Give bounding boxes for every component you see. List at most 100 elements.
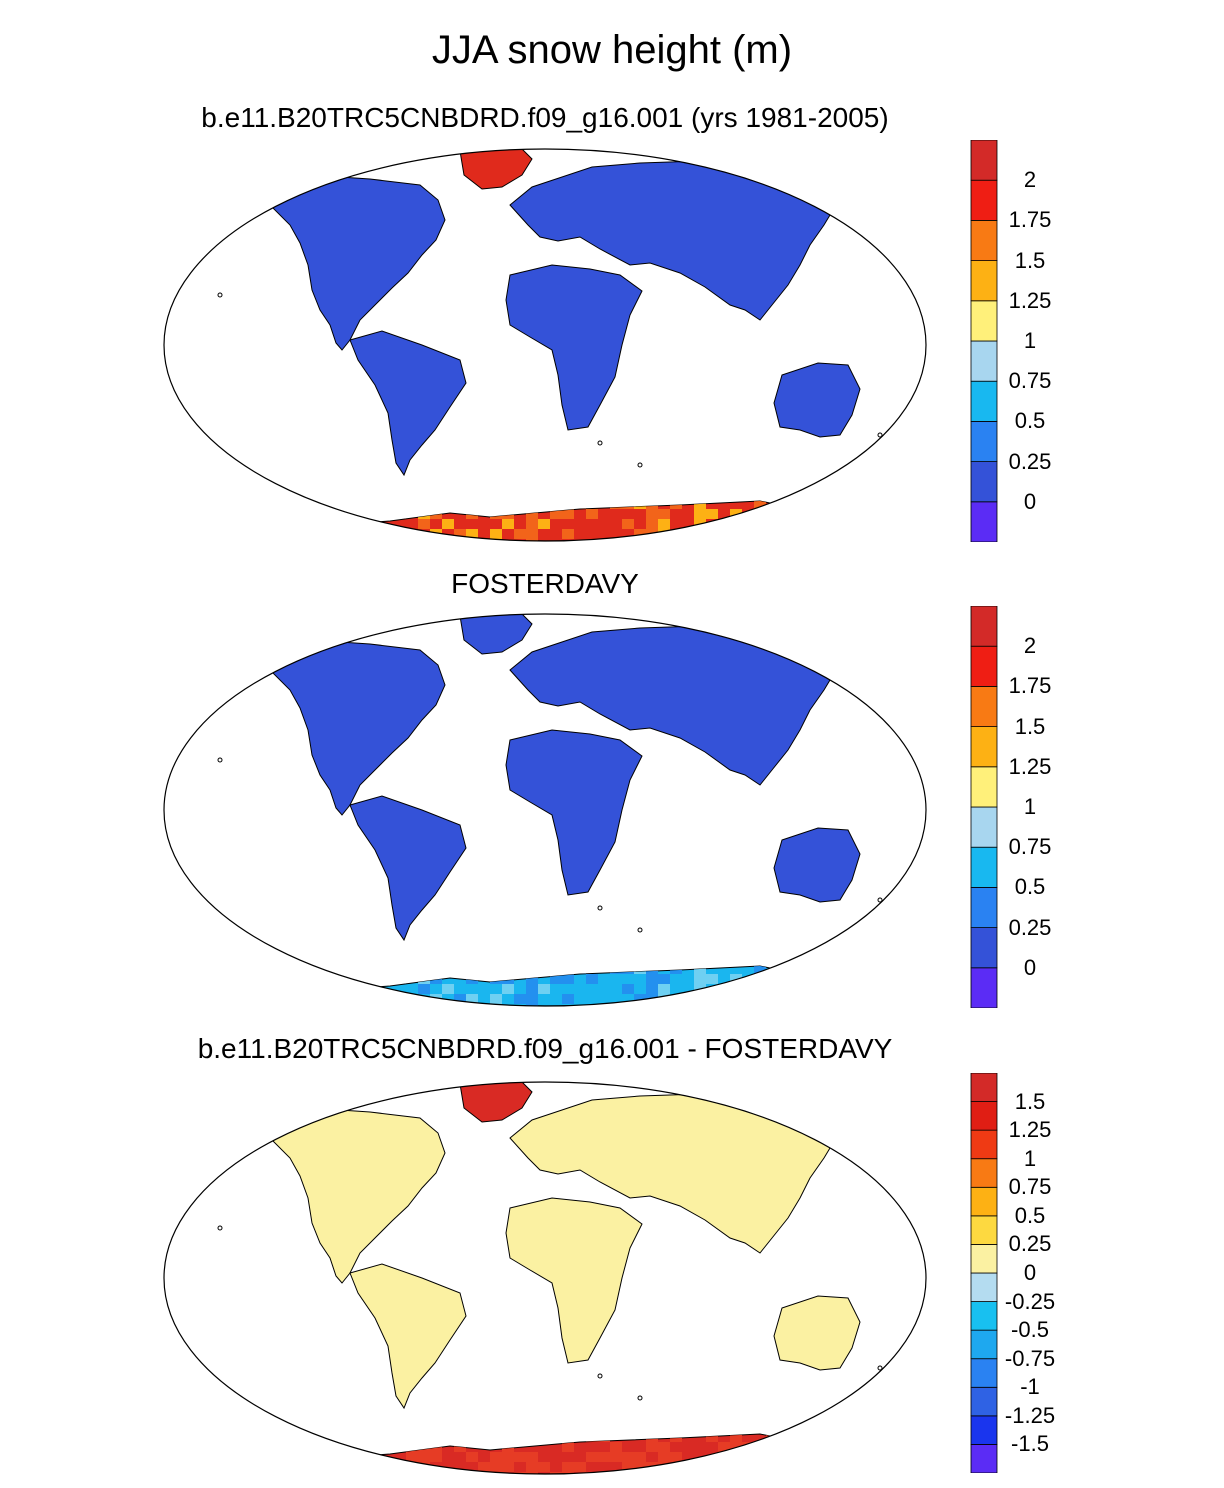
colorbar-swatch [970,1244,998,1274]
colorbar-swatch [970,220,998,262]
map-border [163,148,927,542]
island-3 [807,952,813,958]
colorbar-swatch [970,1444,998,1473]
africa [505,264,643,431]
australia [773,827,861,903]
colorbar-swatch [970,340,998,382]
island-6 [217,757,223,763]
colorbar-tick-label: 1.25 [1008,1117,1052,1143]
colorbar-swatch [970,501,998,542]
colorbar-tick-label: 0.5 [1014,874,1046,900]
north-america [254,174,446,351]
colorbar-tick-label: -0.75 [1004,1345,1056,1371]
colorbar-tick-label: -0.25 [1004,1288,1056,1314]
colorbar-swatch [970,260,998,302]
colorbar-swatches [970,140,998,542]
colorbar-swatches [970,606,998,1008]
colorbar-tick-label: 1 [1023,328,1037,353]
colorbar-swatch [970,1386,998,1417]
colorbar-tick-label: 1.75 [1008,207,1052,233]
colorbar-panel-2: 2 1.75 1.5 1.25 1 0.75 0.5 0.25 0 [970,606,1090,1008]
colorbar-panel-3: 1.5 1.25 1 0.75 0.5 0.25 0 -0.25 -0.5 -0.75 -1 -1.2… [970,1073,1090,1473]
panel-3-title: b.e11.B20TRC5CNBDRD.f09_g16.001 - FOSTER… [197,1033,893,1064]
australia [773,362,861,438]
greenland [459,614,533,655]
panel-2-title: FOSTERDAVY [451,568,639,599]
australia [773,1295,861,1371]
north-america [254,639,446,816]
island-2 [637,1395,643,1401]
island-6 [217,1225,223,1231]
island-1 [597,1373,603,1379]
island-3 [807,1420,813,1426]
eurasia [509,160,843,321]
colorbar-swatch [970,686,998,728]
colorbar-tick-label: 0.75 [1008,1174,1052,1200]
colorbar-tick-label: 0.5 [1014,1202,1046,1228]
colorbar-tick-label: 0 [1023,488,1037,514]
colorbar-swatch [970,645,998,687]
colorbar-panel-1: 2 1.75 1.5 1.25 1 0.75 0.5 0.25 0 [970,140,1090,542]
island-1 [597,905,603,911]
colorbar-swatch [970,420,998,462]
eurasia [509,625,843,786]
colorbar-tick-label: 0.75 [1008,834,1052,860]
colorbar-tick-label: 0 [1023,1260,1037,1285]
colorbar-swatches [970,1073,998,1473]
colorbar-swatch [970,1129,998,1160]
colorbar-tick-label: 0 [1023,954,1037,980]
colorbar-swatch [970,1301,998,1331]
colorbar-tick-label: 0.25 [1008,448,1052,474]
africa [505,1197,643,1364]
colorbar-swatch [970,179,998,221]
island-5 [877,432,883,438]
colorbar-tick-label: -1.5 [1011,1431,1049,1457]
colorbar-swatch [970,927,998,969]
main-title: JJA snow height (m) [431,28,793,72]
colorbar-tick-label: -0.5 [1011,1317,1049,1343]
island-4 [857,457,863,463]
colorbar-swatch [970,1186,998,1217]
colorbar-swatch [970,766,998,808]
north-america [254,1107,446,1284]
colorbar-swatch [970,1215,998,1245]
south-america [349,330,467,477]
map-panel-1 [163,148,927,542]
colorbar-tick-label: -1 [1020,1374,1040,1400]
island-2 [637,462,643,468]
colorbar-tick-label: 1.75 [1008,673,1052,699]
island-1 [597,440,603,446]
colorbar-swatch [970,1358,998,1388]
colorbar-swatch [970,461,998,503]
colorbar-swatch [970,606,998,647]
colorbar-swatch [970,1415,998,1445]
colorbar-tick-label: -1.25 [1004,1402,1056,1428]
colorbar-tick-label: 1.25 [1008,287,1052,313]
island-3 [807,487,813,493]
greenland [459,1082,533,1123]
colorbar-tick-label: 1.5 [1014,713,1046,739]
colorbar-tick-label: 1 [1023,1145,1037,1171]
map-border [163,1081,927,1475]
greenland [459,149,533,190]
colorbar-swatch [970,967,998,1008]
colorbar-swatch [970,1101,998,1131]
colorbar-swatch [970,140,998,181]
colorbar-swatch [970,1272,998,1302]
south-america [349,1263,467,1410]
island-2 [637,927,643,933]
colorbar-tick-label: 1.25 [1008,753,1052,779]
colorbar-swatch [970,726,998,768]
colorbar-swatch [970,806,998,848]
colorbar-swatch [970,1073,998,1102]
colorbar-swatch [970,1158,998,1188]
island-6 [217,292,223,298]
island-5 [877,897,883,903]
colorbar-swatch [970,886,998,928]
south-america [349,795,467,942]
eurasia [509,1093,843,1254]
island-4 [857,922,863,928]
colorbar-tick-label: 0.75 [1008,368,1052,394]
colorbar-tick-label: 0.5 [1014,408,1046,434]
map-panel-2 [163,613,927,1007]
